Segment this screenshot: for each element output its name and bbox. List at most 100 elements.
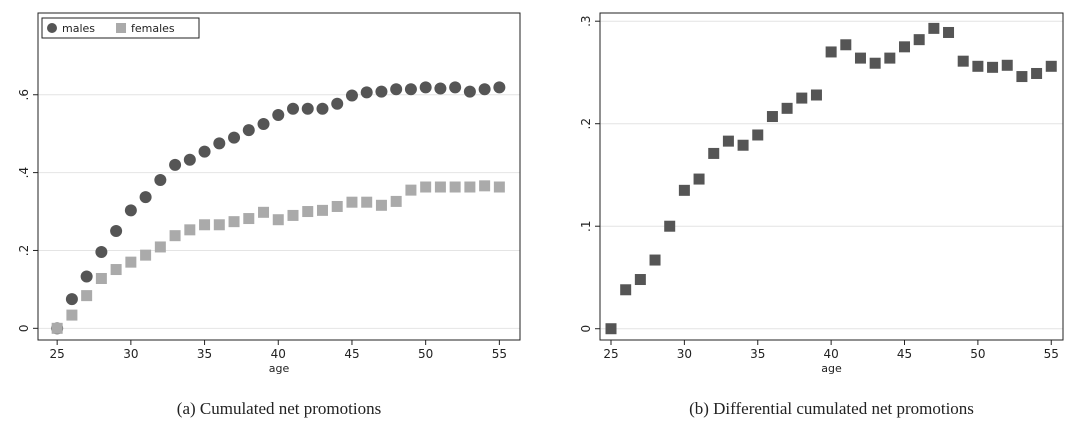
legend-label: females (131, 22, 175, 35)
point (737, 139, 749, 151)
point (198, 145, 211, 158)
point (65, 293, 78, 306)
point (693, 173, 705, 185)
point (781, 102, 793, 114)
point (493, 81, 506, 94)
point (449, 181, 461, 193)
point (154, 174, 167, 187)
x-tick-label: 35 (197, 347, 212, 361)
point (884, 52, 896, 64)
point (199, 219, 211, 231)
point (361, 196, 373, 208)
point (169, 230, 181, 242)
point (316, 204, 328, 216)
point (257, 117, 270, 130)
point (169, 158, 182, 171)
x-tick-label: 25 (50, 347, 65, 361)
point (649, 254, 661, 266)
x-axis-label: age (269, 362, 290, 375)
point (434, 181, 446, 193)
point (493, 181, 505, 193)
point (810, 89, 822, 101)
caption: (a) Cumulated net promotions (177, 399, 381, 418)
point (331, 200, 343, 212)
point (634, 274, 646, 286)
point (242, 124, 255, 137)
point (390, 195, 402, 207)
point (345, 89, 358, 102)
x-tick-label: 30 (677, 347, 692, 361)
point (110, 264, 122, 276)
point (51, 322, 63, 334)
point (228, 131, 241, 144)
point (139, 191, 152, 204)
point (66, 309, 78, 321)
point (301, 102, 314, 115)
point (1001, 59, 1013, 71)
x-tick-label: 50 (418, 347, 433, 361)
point (664, 220, 676, 232)
point (766, 111, 778, 123)
legend-marker (116, 23, 127, 33)
point (95, 246, 108, 259)
x-tick-label: 55 (492, 347, 507, 361)
plot-frame (37, 12, 521, 341)
point (854, 52, 866, 64)
point (420, 181, 432, 193)
point (913, 34, 925, 46)
legend-label: males (62, 22, 95, 35)
point (1031, 67, 1043, 79)
point (752, 129, 764, 141)
x-tick-label: 45 (344, 347, 359, 361)
point (1045, 60, 1057, 72)
point (110, 225, 123, 237)
point (81, 290, 93, 302)
point (449, 81, 462, 94)
x-tick-label: 25 (603, 347, 618, 361)
point (943, 26, 955, 38)
point (346, 196, 358, 208)
point (840, 39, 852, 51)
point (360, 86, 373, 99)
point (708, 147, 720, 159)
plot-frame (599, 12, 1064, 341)
point (272, 108, 285, 121)
point (272, 214, 284, 226)
point (405, 184, 417, 196)
legend-marker (47, 23, 57, 33)
point (375, 199, 387, 211)
point (928, 22, 940, 34)
point (678, 184, 690, 196)
point (972, 60, 984, 72)
y-tick-label: .3 (579, 15, 593, 26)
y-tick-label: 0 (579, 325, 593, 333)
point (302, 206, 314, 218)
point (464, 181, 476, 193)
point (478, 83, 491, 96)
y-tick-label: .2 (17, 245, 31, 256)
y-tick-label: .4 (17, 167, 31, 178)
point (722, 135, 734, 147)
point (1016, 71, 1028, 83)
point (125, 256, 137, 268)
x-tick-label: 40 (271, 347, 286, 361)
point (987, 61, 999, 73)
x-tick-label: 55 (1044, 347, 1059, 361)
point (316, 102, 329, 115)
y-tick-label: .2 (579, 118, 593, 129)
point (605, 323, 617, 335)
point (140, 249, 152, 261)
point (869, 57, 881, 69)
point (434, 82, 447, 95)
caption: (b) Differential cumulated net promotion… (689, 399, 974, 418)
point (213, 219, 225, 231)
point (287, 209, 299, 221)
point (479, 180, 491, 192)
point (620, 284, 632, 296)
x-axis-label: age (821, 362, 842, 375)
y-tick-label: .1 (579, 220, 593, 231)
point (258, 206, 270, 218)
point (419, 81, 432, 94)
